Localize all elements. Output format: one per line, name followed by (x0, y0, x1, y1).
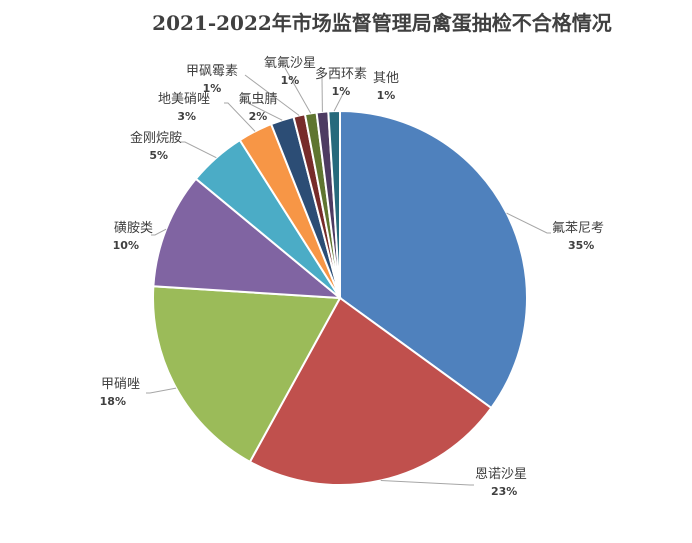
slice-label-2: 恩诺沙星 (475, 467, 527, 482)
leader-line-6 (224, 102, 256, 132)
slice-percent-6: 3% (177, 110, 196, 123)
leader-line-7 (247, 102, 283, 121)
leader-line-11 (333, 89, 346, 112)
slice-percent-1: 35% (568, 239, 594, 252)
slice-label-1: 氟苯尼考 (552, 221, 604, 236)
leader-line-1 (506, 212, 551, 234)
slice-label-8: 甲砜霉素 (186, 64, 238, 79)
slice-percent-8: 1% (203, 82, 222, 95)
slice-percent-5: 5% (149, 149, 168, 162)
pie-slice-2 (248, 296, 493, 486)
slice-label-10: 多西环素 (315, 66, 367, 82)
pie-slice-4 (152, 177, 344, 300)
slice-percent-7: 2% (249, 110, 268, 123)
slice-percent-11: 1% (377, 89, 396, 102)
slice-percent-10: 1% (332, 85, 351, 98)
slice-label-9: 氧氟沙星 (264, 56, 316, 71)
leader-line-3 (146, 387, 177, 394)
slice-percent-2: 23% (491, 485, 517, 498)
leader-line-4 (151, 228, 167, 236)
pie-slice-3 (152, 285, 342, 464)
leader-line-5 (181, 141, 217, 159)
slice-percent-9: 1% (281, 74, 300, 87)
slice-label-4: 磺胺类 (114, 221, 153, 236)
data-labels: 氟苯尼考 35% 恩诺沙星 23% 甲硝唑 18% 磺胺类 10% 金刚烷胺 5% 地美硝唑 3% 氟虫… (100, 56, 604, 498)
leader-line-9 (284, 67, 312, 114)
slice-label-6: 地美硝唑 (158, 91, 210, 107)
leader-line-8 (244, 74, 300, 116)
leader-line-2 (380, 480, 474, 486)
slice-label-11: 其他 (373, 71, 399, 86)
chart-title: 2021-2022年市场监督管理局禽蛋抽检不合格情况 (152, 11, 612, 35)
slice-label-3: 甲硝唑 (101, 376, 140, 392)
slice-label-7: 氟虫腈 (238, 92, 277, 107)
slice-percent-3: 18% (100, 395, 126, 408)
leader-lines (146, 67, 551, 486)
slice-label-5: 金刚烷胺 (130, 130, 182, 146)
pie-slices (152, 109, 528, 486)
slice-percent-4: 10% (113, 239, 139, 252)
pie-slice-1 (339, 109, 528, 410)
